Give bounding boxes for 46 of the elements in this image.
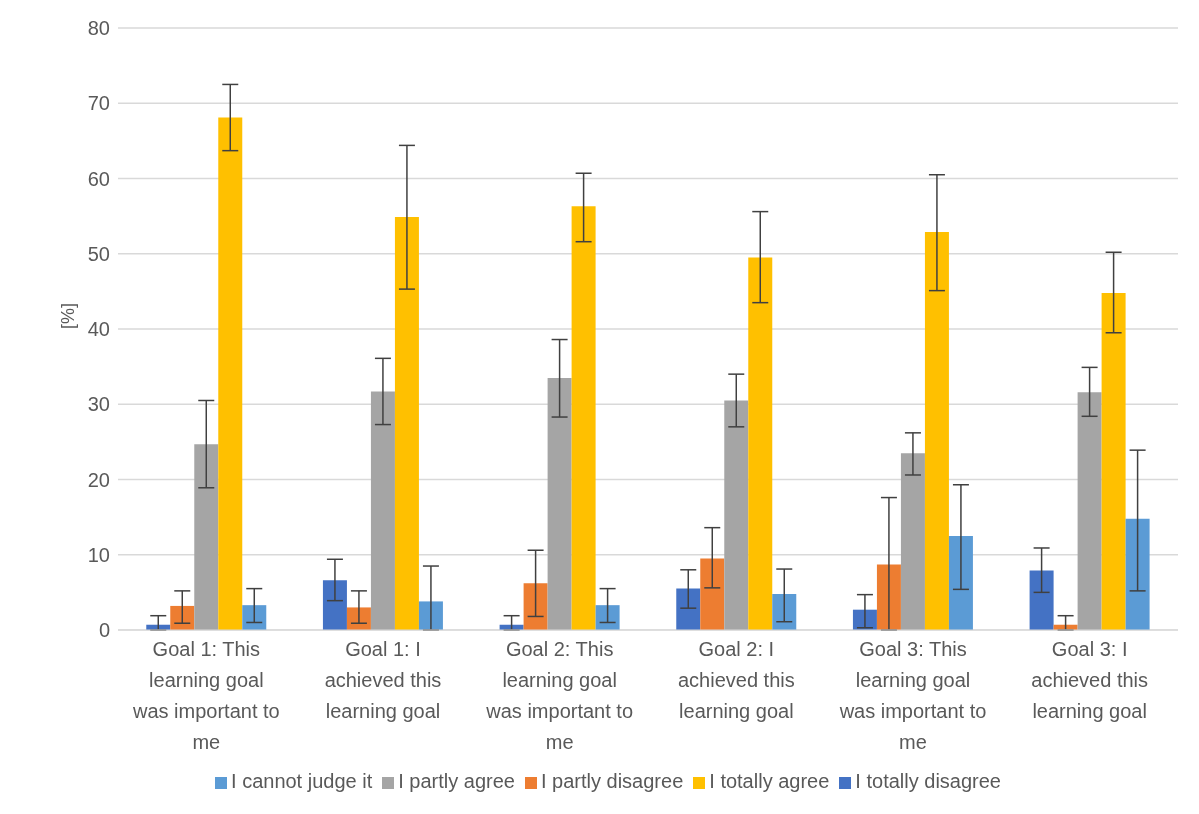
y-tick-label: 40: [87, 318, 110, 341]
bar: [418, 601, 443, 630]
y-tick-label: 80: [87, 17, 110, 40]
bar: [1101, 292, 1126, 630]
bar: [724, 400, 749, 630]
bar: [571, 206, 596, 630]
legend-label: I totally disagree: [855, 770, 1001, 792]
bar: [547, 377, 572, 630]
y-tick-label: 70: [87, 92, 110, 115]
legend-label: I cannot judge it: [231, 770, 373, 792]
y-tick-label: 30: [87, 393, 110, 416]
y-tick-label: 50: [87, 242, 110, 265]
x-tick-label: Goal 1: I achieved this learning goal: [324, 638, 442, 722]
y-tick-label: 60: [87, 167, 110, 190]
bar: [748, 257, 773, 630]
y-axis-title: [%]: [58, 302, 79, 329]
legend-label: I totally agree: [709, 770, 830, 792]
y-tick-label: 10: [87, 543, 110, 566]
bar: [218, 117, 243, 630]
bar: [523, 583, 548, 630]
bar: [1077, 392, 1102, 630]
x-tick-label: Goal 1: This learning goal was important to me: [131, 638, 280, 753]
bar: [370, 391, 395, 630]
y-tick-label: 0: [98, 619, 110, 642]
bar: [876, 564, 901, 630]
x-tick-label: Goal 2: I achieved this learning goal: [677, 638, 795, 722]
legend-label: I partly agree: [398, 770, 515, 792]
bar: [924, 231, 949, 630]
bar: [676, 588, 701, 630]
legend-label: I partly disagree: [540, 770, 684, 792]
bar: [772, 593, 797, 630]
bar: [700, 558, 725, 630]
bar: [595, 605, 620, 630]
bar: [170, 605, 195, 630]
bar: [322, 580, 347, 630]
x-tick-label: Goal 2: This learning goal was important to me: [485, 638, 634, 753]
bar: [1029, 570, 1054, 630]
x-tick-label: Goal 3: I achieved this learning goal: [1031, 638, 1149, 722]
bar: [900, 453, 925, 630]
y-tick-label: 20: [87, 468, 110, 491]
bar: [1125, 518, 1150, 630]
bar: [242, 605, 267, 630]
bar: [394, 216, 419, 630]
x-tick-label: Goal 3: This learning goal was important to me: [838, 638, 987, 753]
bar: [948, 535, 973, 630]
bar: [194, 444, 219, 630]
